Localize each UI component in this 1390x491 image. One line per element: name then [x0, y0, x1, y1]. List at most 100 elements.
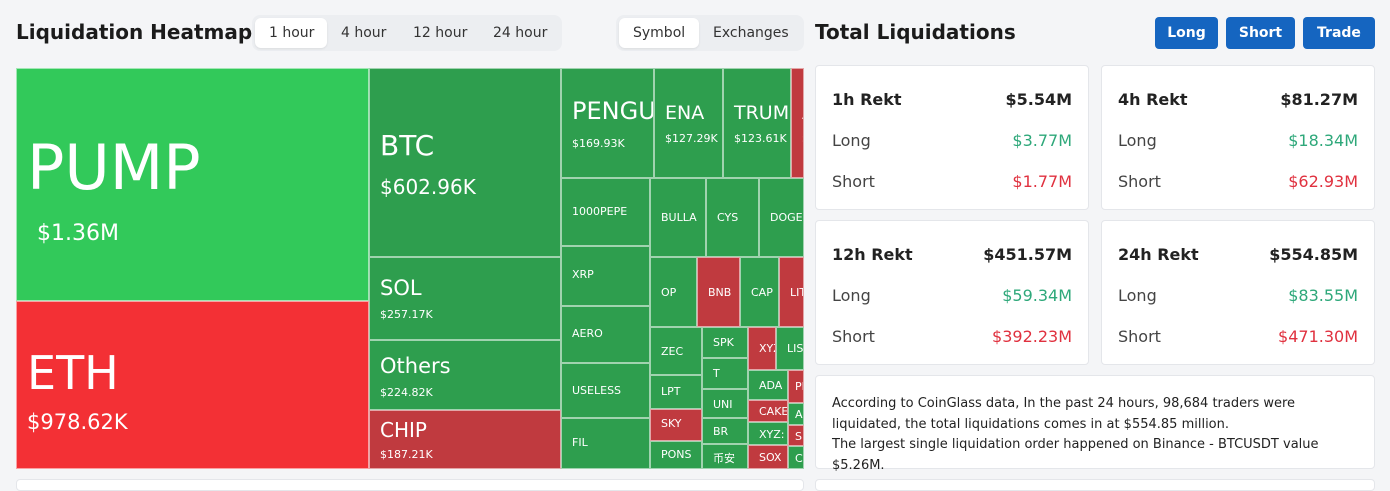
tile-value: $602.96K: [380, 175, 476, 199]
treemap-tile-lit[interactable]: LIT: [779, 257, 804, 327]
treemap-tile-a-9[interactable]: A$: [791, 68, 804, 178]
tile-symbol: BR: [713, 425, 729, 438]
tile-symbol: UNI: [713, 398, 733, 411]
treemap-tile-s-39[interactable]: S: [788, 425, 804, 446]
treemap-tile-op-18[interactable]: OP: [650, 257, 697, 327]
treemap-tile-fil[interactable]: FIL: [561, 418, 650, 469]
tile-symbol: S: [795, 430, 802, 443]
tile-value: $187.21K: [380, 448, 433, 461]
treemap-tile-cys[interactable]: CYS: [706, 178, 759, 257]
tile-symbol: CYS: [717, 211, 739, 224]
long-label: Long: [1118, 131, 1157, 150]
treemap-tile-pons[interactable]: PONS: [650, 441, 702, 469]
tab-24-hour[interactable]: 24 hour: [493, 25, 548, 41]
time-range-tabs: 1 hour 4 hour 12 hour 24 hour: [252, 15, 562, 51]
tile-value: $978.62K: [27, 410, 128, 434]
treemap-tile-a-38[interactable]: A: [788, 403, 804, 425]
treemap-tile-aero[interactable]: AERO: [561, 306, 650, 363]
treemap-tile-pump[interactable]: PUMP $1.36M: [16, 68, 369, 301]
treemap-tile-doge[interactable]: DOGE: [759, 178, 804, 257]
treemap-tile-t-27[interactable]: T: [702, 358, 748, 389]
treemap-tile-1000pepe[interactable]: 1000PEPE: [561, 178, 650, 246]
below-heatmap-panel: [16, 479, 804, 491]
treemap-tile-eth[interactable]: ETH $978.62K: [16, 301, 369, 469]
tile-value: $127.29K: [665, 132, 718, 145]
card-label: 24h Rekt: [1118, 245, 1199, 264]
tab-exchanges[interactable]: Exchanges: [713, 25, 789, 41]
trade-button[interactable]: Trade: [1303, 17, 1375, 49]
long-label: Long: [1118, 286, 1157, 305]
treemap-tile-pi-37[interactable]: PI: [788, 370, 804, 403]
treemap-tile-sol[interactable]: SOL $257.17K: [369, 257, 561, 340]
tile-value: $1.36M: [37, 221, 119, 246]
liquidation-treemap: PUMP $1.36M ETH $978.62K BTC $602.96K SOL $257.…: [16, 68, 804, 469]
tile-symbol: LIT: [790, 286, 803, 299]
card-total: $5.54M: [1005, 90, 1072, 109]
treemap-tile--30[interactable]: 币安: [702, 444, 748, 469]
treemap-tile-ada[interactable]: ADA: [748, 370, 788, 400]
treemap-tile-sky[interactable]: SKY: [650, 409, 702, 441]
tile-value: $123.61K: [734, 132, 787, 145]
treemap-tile-bulla[interactable]: BULLA: [650, 178, 706, 257]
treemap-tile-uni[interactable]: UNI: [702, 389, 748, 418]
treemap-tile-chip[interactable]: CHIP $187.21K: [369, 410, 561, 469]
tile-symbol: DOGE: [770, 211, 803, 224]
tile-symbol: ADA: [759, 379, 783, 392]
rekt-card-12h: 12h Rekt $451.57M Long $59.34M Short $392.2…: [815, 220, 1089, 365]
tile-symbol: AERO: [572, 327, 603, 340]
tile-symbol: SOL: [380, 276, 422, 300]
total-liquidations-title: Total Liquidations: [815, 20, 1016, 44]
long-button[interactable]: Long: [1155, 17, 1218, 49]
treemap-tile-useless[interactable]: USELESS: [561, 363, 650, 418]
short-amount: $62.93M: [1288, 172, 1358, 191]
long-label: Long: [832, 131, 871, 150]
tab-4-hour[interactable]: 4 hour: [341, 25, 387, 41]
treemap-tile-xyz[interactable]: XYZ: [748, 327, 776, 370]
treemap-tile-spk[interactable]: SPK: [702, 327, 748, 358]
short-button[interactable]: Short: [1226, 17, 1295, 49]
treemap-tile-cake[interactable]: CAKE: [748, 400, 788, 422]
rekt-card-24h: 24h Rekt $554.85M Long $83.55M Short $471.3…: [1101, 220, 1375, 365]
tile-symbol: XYZ:: [759, 428, 785, 441]
treemap-tile-cap[interactable]: CAP: [740, 257, 779, 327]
view-tabs: Symbol Exchanges: [616, 15, 804, 51]
short-label: Short: [832, 172, 875, 191]
tile-symbol: OP: [661, 286, 677, 299]
tile-symbol: PENGU: [572, 97, 654, 125]
tile-symbol: CAKE: [759, 405, 788, 418]
treemap-tile-xrp[interactable]: XRP: [561, 246, 650, 306]
long-label: Long: [832, 286, 871, 305]
tile-symbol: 币安: [713, 452, 735, 465]
tab-symbol[interactable]: Symbol: [619, 18, 699, 48]
tile-value: $224.82K: [380, 386, 433, 399]
card-total: $554.85M: [1269, 245, 1358, 264]
tile-symbol: USELESS: [572, 384, 622, 397]
tab-1-hour[interactable]: 1 hour: [255, 18, 327, 48]
treemap-tile-bnb[interactable]: BNB: [697, 257, 740, 327]
short-label: Short: [832, 327, 875, 346]
treemap-tile-lis[interactable]: LIS: [776, 327, 804, 370]
tile-symbol: ENA: [665, 102, 705, 124]
tile-symbol: FIL: [572, 436, 588, 449]
long-amount: $83.55M: [1288, 286, 1358, 305]
tile-symbol: ETH: [27, 346, 119, 400]
tile-symbol: C: [795, 452, 803, 465]
tile-symbol: SOX: [759, 451, 782, 464]
treemap-tile-pengu[interactable]: PENGU $169.93K: [561, 68, 654, 178]
treemap-tile-br-29[interactable]: BR: [702, 418, 748, 444]
treemap-tile-xyz[interactable]: XYZ:: [748, 422, 788, 445]
treemap-tile-zec[interactable]: ZEC: [650, 327, 702, 375]
tile-symbol: 1000PEPE: [572, 205, 628, 218]
treemap-tile-others[interactable]: Others $224.82K: [369, 340, 561, 410]
tile-value: $: [802, 132, 803, 145]
tile-symbol: Others: [380, 354, 451, 378]
treemap-tile-sox[interactable]: SOX: [748, 445, 788, 469]
tile-symbol: SKY: [661, 417, 682, 430]
treemap-tile-btc[interactable]: BTC $602.96K: [369, 68, 561, 257]
tab-12-hour[interactable]: 12 hour: [413, 25, 468, 41]
treemap-tile-ena[interactable]: ENA $127.29K: [654, 68, 723, 178]
card-label: 4h Rekt: [1118, 90, 1188, 109]
treemap-tile-c-40[interactable]: C: [788, 446, 804, 469]
treemap-tile-trump[interactable]: TRUMP $123.61K: [723, 68, 791, 178]
treemap-tile-lpt[interactable]: LPT: [650, 375, 702, 409]
